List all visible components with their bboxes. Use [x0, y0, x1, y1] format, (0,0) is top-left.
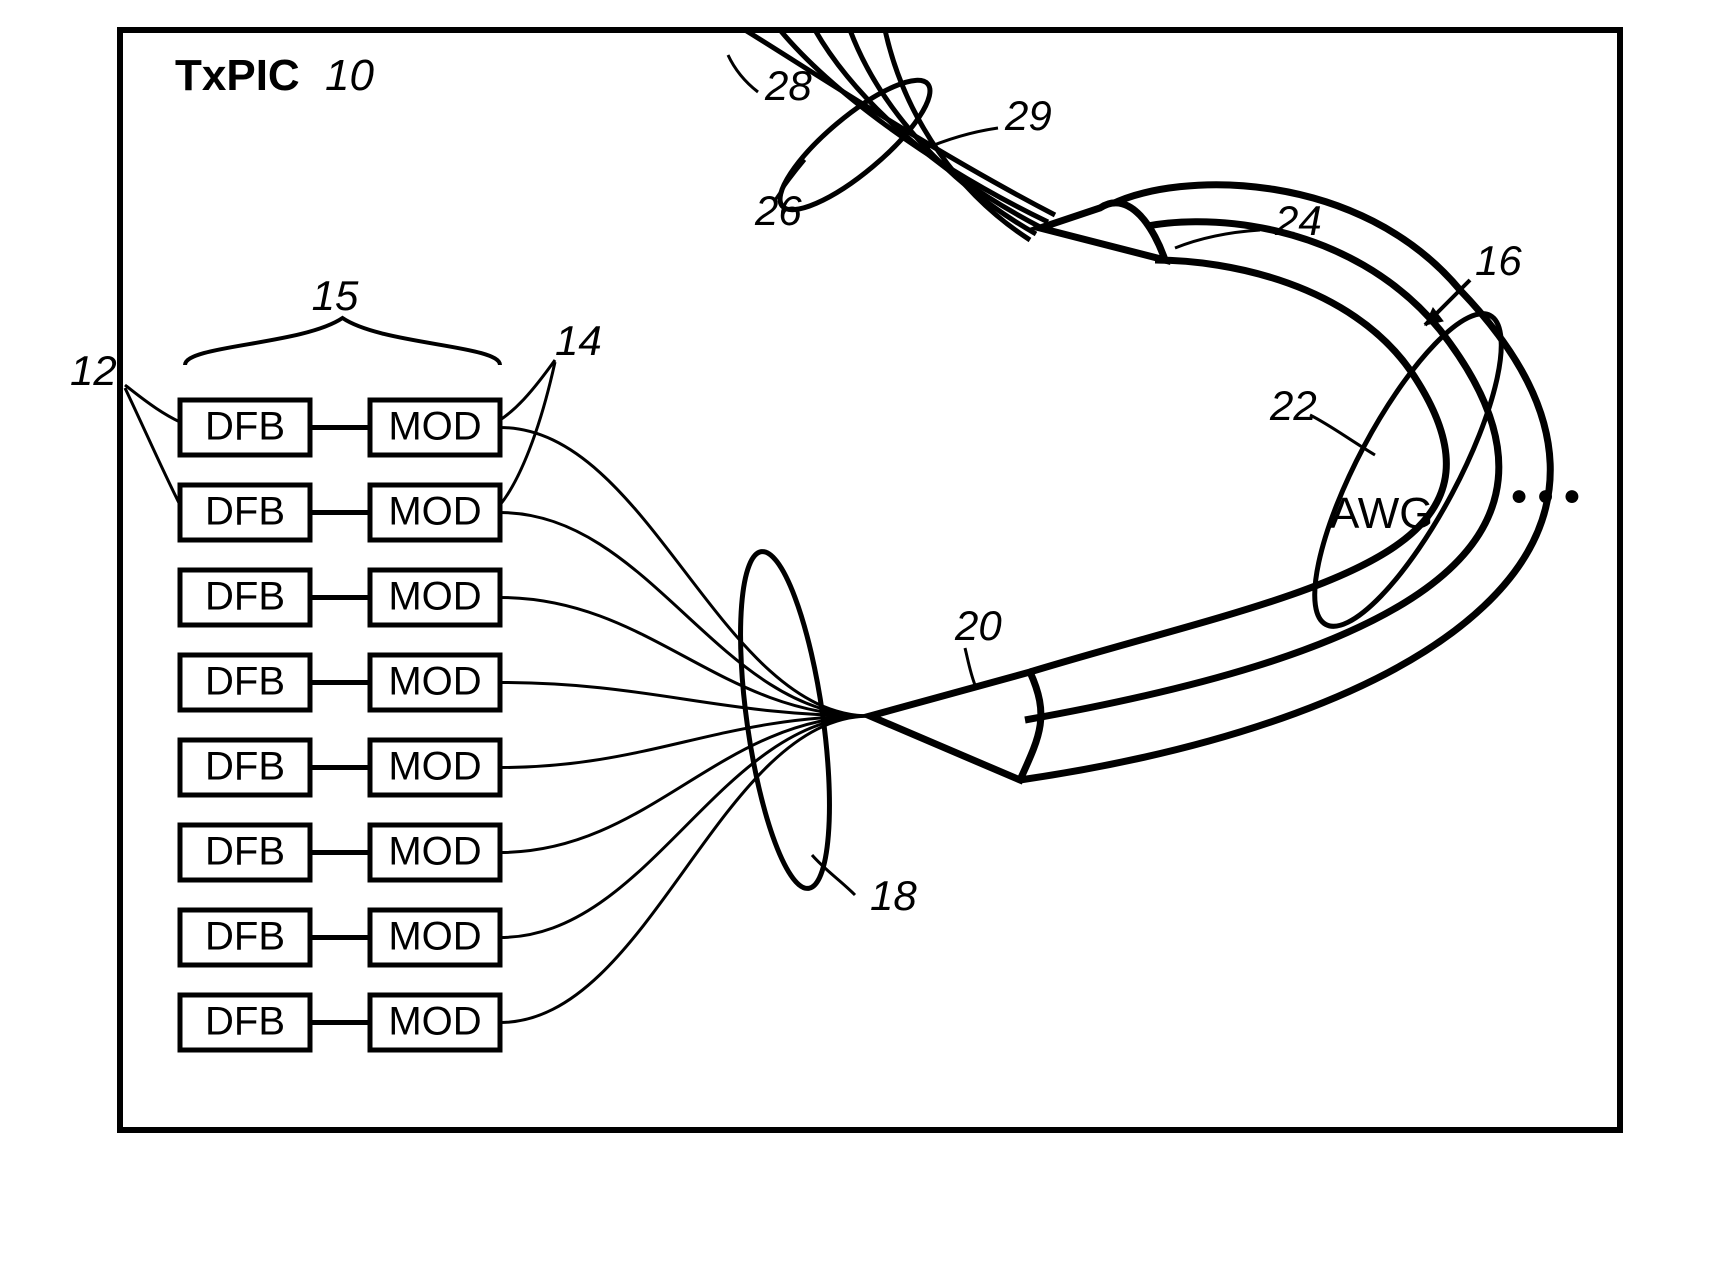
input-waveguide: [500, 716, 870, 938]
ref-28-leader: [728, 55, 758, 92]
dfb-label: DFB: [205, 660, 285, 704]
ref-16: 16: [1475, 237, 1522, 284]
ref-18: 18: [870, 872, 917, 919]
channel-row: DFB MOD: [180, 910, 500, 965]
title-number: 10: [325, 51, 374, 100]
slab-20: [870, 672, 1041, 780]
ref-14-leader: [500, 362, 555, 505]
dfb-label: DFB: [205, 915, 285, 959]
dfb-label: DFB: [205, 830, 285, 874]
mod-label: MOD: [388, 490, 481, 534]
title: TxPIC 10: [175, 51, 374, 100]
channel-row: DFB MOD: [180, 400, 500, 455]
dfb-label: DFB: [205, 405, 285, 449]
input-waveguide: [500, 716, 870, 1023]
ref-26: 26: [754, 187, 802, 234]
awg-arm: [1030, 260, 1446, 672]
ref-20-leader: [965, 648, 975, 685]
channel-row: DFB MOD: [180, 825, 500, 880]
mod-label: MOD: [388, 745, 481, 789]
mod-label: MOD: [388, 1000, 481, 1044]
awg-label: AWG: [1330, 489, 1433, 538]
mod-label: MOD: [388, 830, 481, 874]
dfb-label: DFB: [205, 490, 285, 534]
mod-label: MOD: [388, 915, 481, 959]
ref-14: 14: [555, 317, 602, 364]
slab-24: [1040, 203, 1165, 260]
channel-brace: [185, 318, 500, 365]
ref-20: 20: [954, 602, 1002, 649]
ref-22: 22: [1269, 382, 1317, 429]
awg-ellipsis: ● ● ●: [1510, 479, 1581, 512]
mod-label: MOD: [388, 660, 481, 704]
title-prefix: TxPIC: [175, 51, 300, 100]
input-waveguide: [500, 716, 870, 853]
channel-row: DFB MOD: [180, 740, 500, 795]
channel-row: DFB MOD: [180, 995, 500, 1050]
mod-label: MOD: [388, 405, 481, 449]
awg-arm: [1025, 222, 1499, 720]
mod-label: MOD: [388, 575, 481, 619]
ref-24: 24: [1274, 197, 1322, 244]
ref-15: 15: [312, 272, 359, 319]
ref-29-leader: [922, 128, 998, 150]
channel-row: DFB MOD: [180, 485, 500, 540]
ref-28: 28: [764, 62, 812, 109]
dfb-label: DFB: [205, 745, 285, 789]
ref-29: 29: [1004, 92, 1052, 139]
dfb-label: DFB: [205, 1000, 285, 1044]
awg-arm: [1020, 185, 1550, 780]
ref-22-leader: [1310, 415, 1375, 455]
channel-row: DFB MOD: [180, 655, 500, 710]
channel-row: DFB MOD: [180, 570, 500, 625]
ref-12: 12: [70, 347, 117, 394]
ref-24-leader: [1175, 230, 1260, 248]
dfb-label: DFB: [205, 575, 285, 619]
